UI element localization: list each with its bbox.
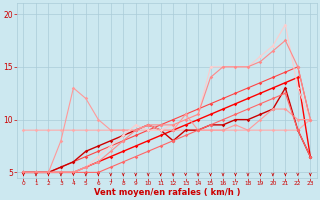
X-axis label: Vent moyen/en rafales ( km/h ): Vent moyen/en rafales ( km/h ) <box>94 188 240 197</box>
